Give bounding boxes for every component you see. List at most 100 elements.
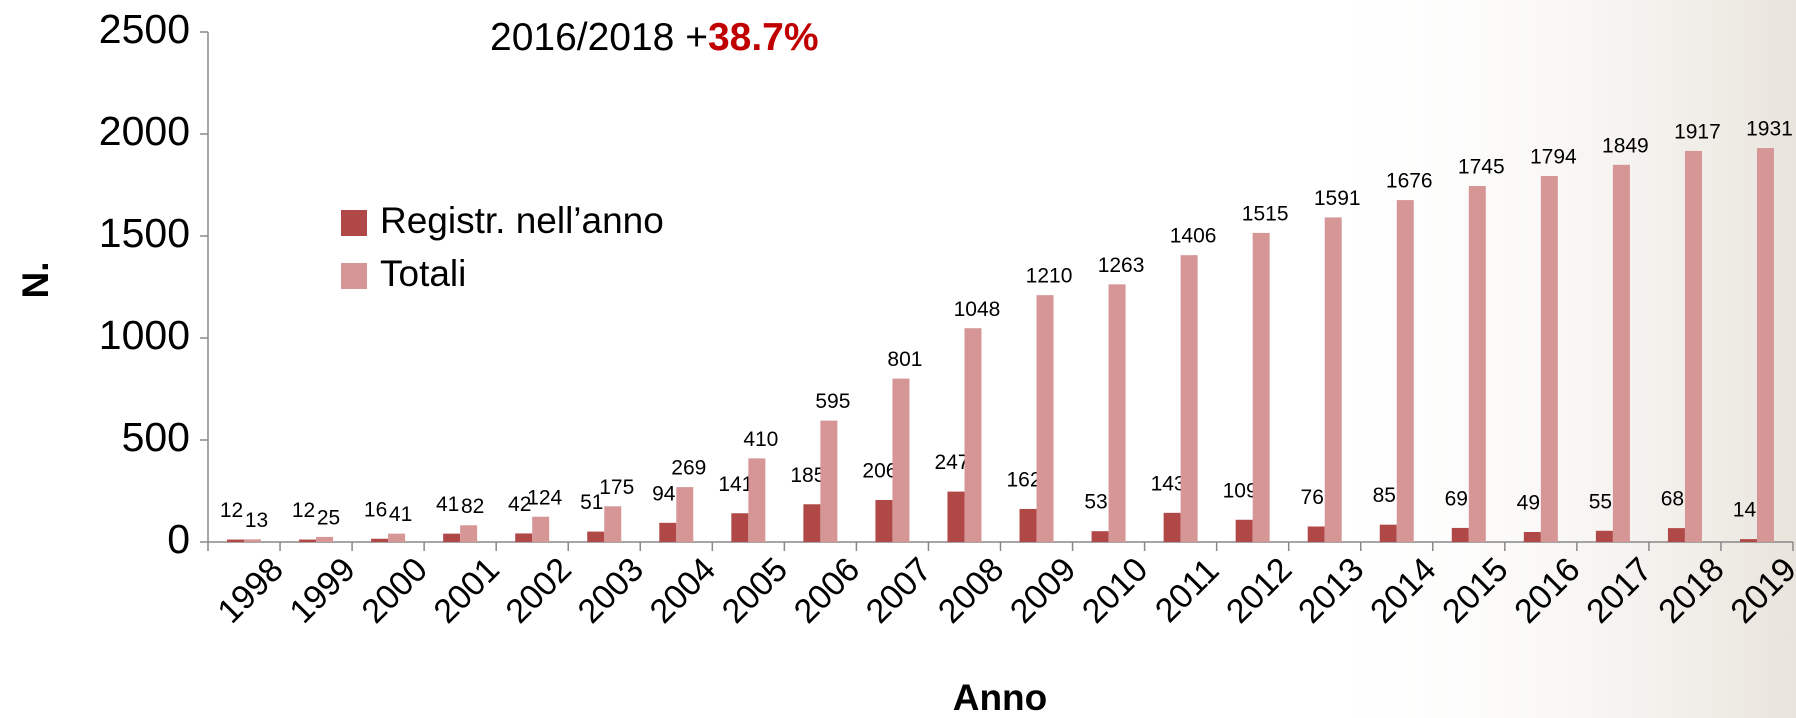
bar bbox=[460, 525, 478, 542]
data-label: 1849 bbox=[1602, 134, 1649, 157]
bar bbox=[1523, 532, 1541, 542]
data-label: 94 bbox=[652, 482, 676, 505]
x-tick-label: 2007 bbox=[859, 550, 939, 630]
y-tick-label: 500 bbox=[122, 414, 190, 460]
data-label: 16 bbox=[364, 498, 387, 521]
data-label: 55 bbox=[1589, 490, 1612, 513]
y-axis-label: N. bbox=[15, 262, 56, 299]
bar bbox=[748, 458, 766, 542]
bar bbox=[1612, 164, 1630, 542]
x-tick-label: 2003 bbox=[571, 550, 651, 630]
data-label: 85 bbox=[1373, 484, 1396, 507]
data-label: 162 bbox=[1006, 468, 1041, 491]
bar bbox=[1739, 539, 1757, 542]
bar bbox=[532, 516, 550, 542]
data-label: 1515 bbox=[1242, 202, 1289, 225]
bar bbox=[1324, 217, 1342, 542]
data-label: 1406 bbox=[1170, 225, 1217, 248]
data-label: 1676 bbox=[1386, 170, 1433, 193]
x-tick-label: 2001 bbox=[427, 550, 507, 630]
bar bbox=[388, 533, 406, 542]
x-axis-label: Anno bbox=[953, 677, 1048, 718]
bar bbox=[892, 378, 910, 542]
bar bbox=[820, 420, 838, 542]
x-tick-label: 2000 bbox=[355, 550, 435, 630]
data-label: 247 bbox=[934, 451, 969, 474]
bar bbox=[875, 499, 893, 542]
x-tick-label: 2012 bbox=[1219, 550, 1299, 630]
data-label: 185 bbox=[790, 464, 825, 487]
bar bbox=[1540, 176, 1558, 543]
bar bbox=[1019, 508, 1037, 542]
data-label: 1745 bbox=[1458, 156, 1505, 179]
annotation-text: 2016/2018 + bbox=[490, 16, 708, 59]
bar bbox=[1396, 200, 1414, 542]
x-tick-label: 2010 bbox=[1075, 550, 1155, 630]
data-label: 76 bbox=[1301, 486, 1324, 509]
data-label: 14 bbox=[1733, 499, 1757, 522]
data-label: 41 bbox=[436, 493, 459, 516]
bar bbox=[1091, 531, 1109, 542]
x-tick-label: 2008 bbox=[931, 550, 1011, 630]
y-tick-label: 0 bbox=[167, 516, 190, 562]
bar bbox=[604, 506, 622, 542]
data-label: 49 bbox=[1517, 492, 1540, 515]
data-label: 13 bbox=[245, 509, 268, 532]
x-tick-label: 2005 bbox=[715, 550, 795, 630]
bar bbox=[1684, 150, 1702, 542]
bar bbox=[1307, 526, 1325, 542]
bar bbox=[1756, 148, 1774, 543]
bar bbox=[947, 491, 965, 542]
bar bbox=[1235, 519, 1253, 542]
data-label: 1263 bbox=[1098, 254, 1145, 277]
annotation-highlight: 38.7% bbox=[708, 16, 819, 59]
x-tick-label: 2011 bbox=[1148, 551, 1227, 630]
data-label: 42 bbox=[508, 493, 531, 516]
data-label: 41 bbox=[389, 503, 412, 526]
bar bbox=[587, 531, 605, 542]
data-label: 269 bbox=[671, 457, 706, 480]
data-label: 1048 bbox=[954, 298, 1001, 321]
data-label: 68 bbox=[1661, 488, 1684, 511]
bar bbox=[227, 539, 245, 542]
data-label: 51 bbox=[580, 491, 603, 514]
y-tick-label: 2500 bbox=[99, 6, 190, 52]
data-label: 595 bbox=[815, 390, 850, 413]
data-label: 1210 bbox=[1026, 265, 1073, 288]
data-label: 1917 bbox=[1674, 120, 1721, 143]
bar bbox=[1468, 186, 1486, 542]
data-label: 1931 bbox=[1746, 118, 1793, 141]
data-label: 410 bbox=[743, 428, 778, 451]
bar bbox=[964, 328, 982, 542]
annotation: 2016/2018 +38.7% bbox=[490, 16, 819, 59]
data-label: 12 bbox=[220, 499, 243, 522]
data-label: 175 bbox=[599, 476, 634, 499]
bar bbox=[1108, 284, 1126, 542]
y-tick-label: 1500 bbox=[99, 210, 190, 256]
bar bbox=[1252, 232, 1270, 542]
bar bbox=[731, 513, 749, 542]
data-label: 124 bbox=[527, 486, 562, 509]
data-label: 801 bbox=[887, 348, 922, 371]
x-tick-label: 2004 bbox=[643, 550, 723, 630]
bar bbox=[316, 536, 334, 542]
bar bbox=[244, 539, 262, 542]
x-tick-label: 2002 bbox=[499, 550, 579, 630]
data-label: 12 bbox=[292, 499, 315, 522]
bar bbox=[1451, 527, 1469, 542]
y-tick-label: 2000 bbox=[99, 108, 190, 154]
data-label: 143 bbox=[1151, 472, 1186, 495]
y-tick-label: 1000 bbox=[99, 312, 190, 358]
bar bbox=[371, 538, 389, 542]
data-label: 82 bbox=[461, 495, 484, 518]
x-tick-label: 1999 bbox=[282, 550, 362, 630]
data-label: 25 bbox=[317, 506, 340, 529]
bar bbox=[1667, 528, 1685, 542]
bar bbox=[1595, 530, 1613, 542]
legend-label: Registr. nell’anno bbox=[380, 200, 664, 241]
bar bbox=[659, 522, 677, 542]
bar bbox=[443, 533, 461, 542]
bar bbox=[1180, 255, 1198, 542]
legend-swatch bbox=[341, 263, 367, 289]
